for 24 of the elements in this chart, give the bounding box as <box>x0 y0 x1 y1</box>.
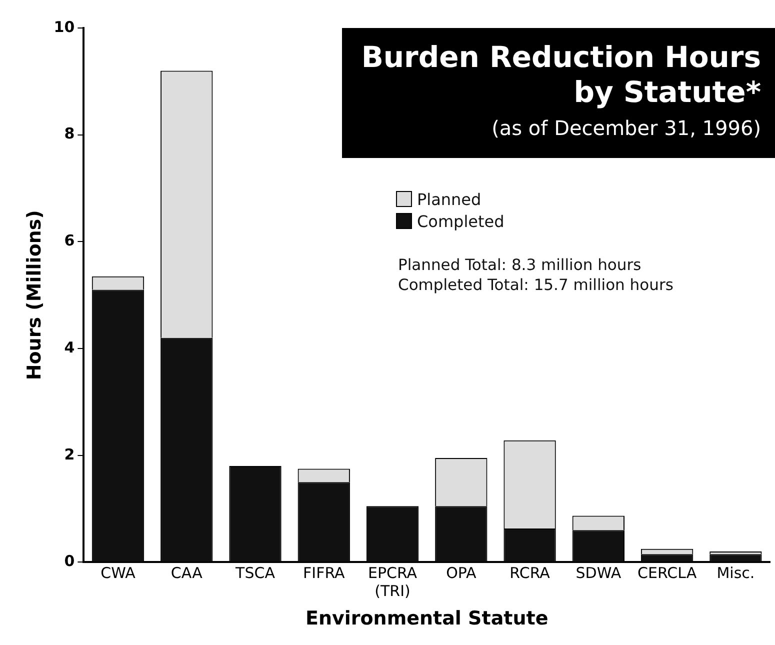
x-tick-label: Misc. <box>716 564 755 582</box>
x-tick-label: CERCLA <box>638 564 698 582</box>
y-tick-label: 2 <box>64 445 75 464</box>
annotation: Completed Total: 15.7 million hours <box>398 275 674 295</box>
x-tick-label: SDWA <box>576 564 622 582</box>
y-tick-label: 4 <box>64 338 75 356</box>
x-tick-label: EPCRA (TRI) <box>368 564 418 600</box>
text: Burden Reduction Hours by Statute* <box>360 40 761 110</box>
x-tick-label: RCRA <box>510 564 551 582</box>
y-tick-label: 0 <box>64 552 75 570</box>
x-tick-label: CWA <box>100 564 136 582</box>
y-axis-title: Hours (Millions) <box>23 210 46 380</box>
x-tick-label: CAA <box>170 564 204 582</box>
y-tick-label: 6 <box>64 232 75 250</box>
x-tick-label: FIFRA <box>303 564 346 582</box>
legend-label: Completed <box>417 212 504 230</box>
y-tick-label: 10 <box>54 18 75 36</box>
text: (as of December 31, 1996) <box>490 116 761 140</box>
y-tick-label: 8 <box>64 124 75 143</box>
x-tick-label: TSCA <box>234 564 276 582</box>
x-axis-title: Environmental Statute <box>305 608 548 630</box>
annotation: Planned Total: 8.3 million hours <box>398 255 642 275</box>
legend-label: Planned <box>417 190 482 208</box>
x-tick-label: OPA <box>446 564 477 582</box>
